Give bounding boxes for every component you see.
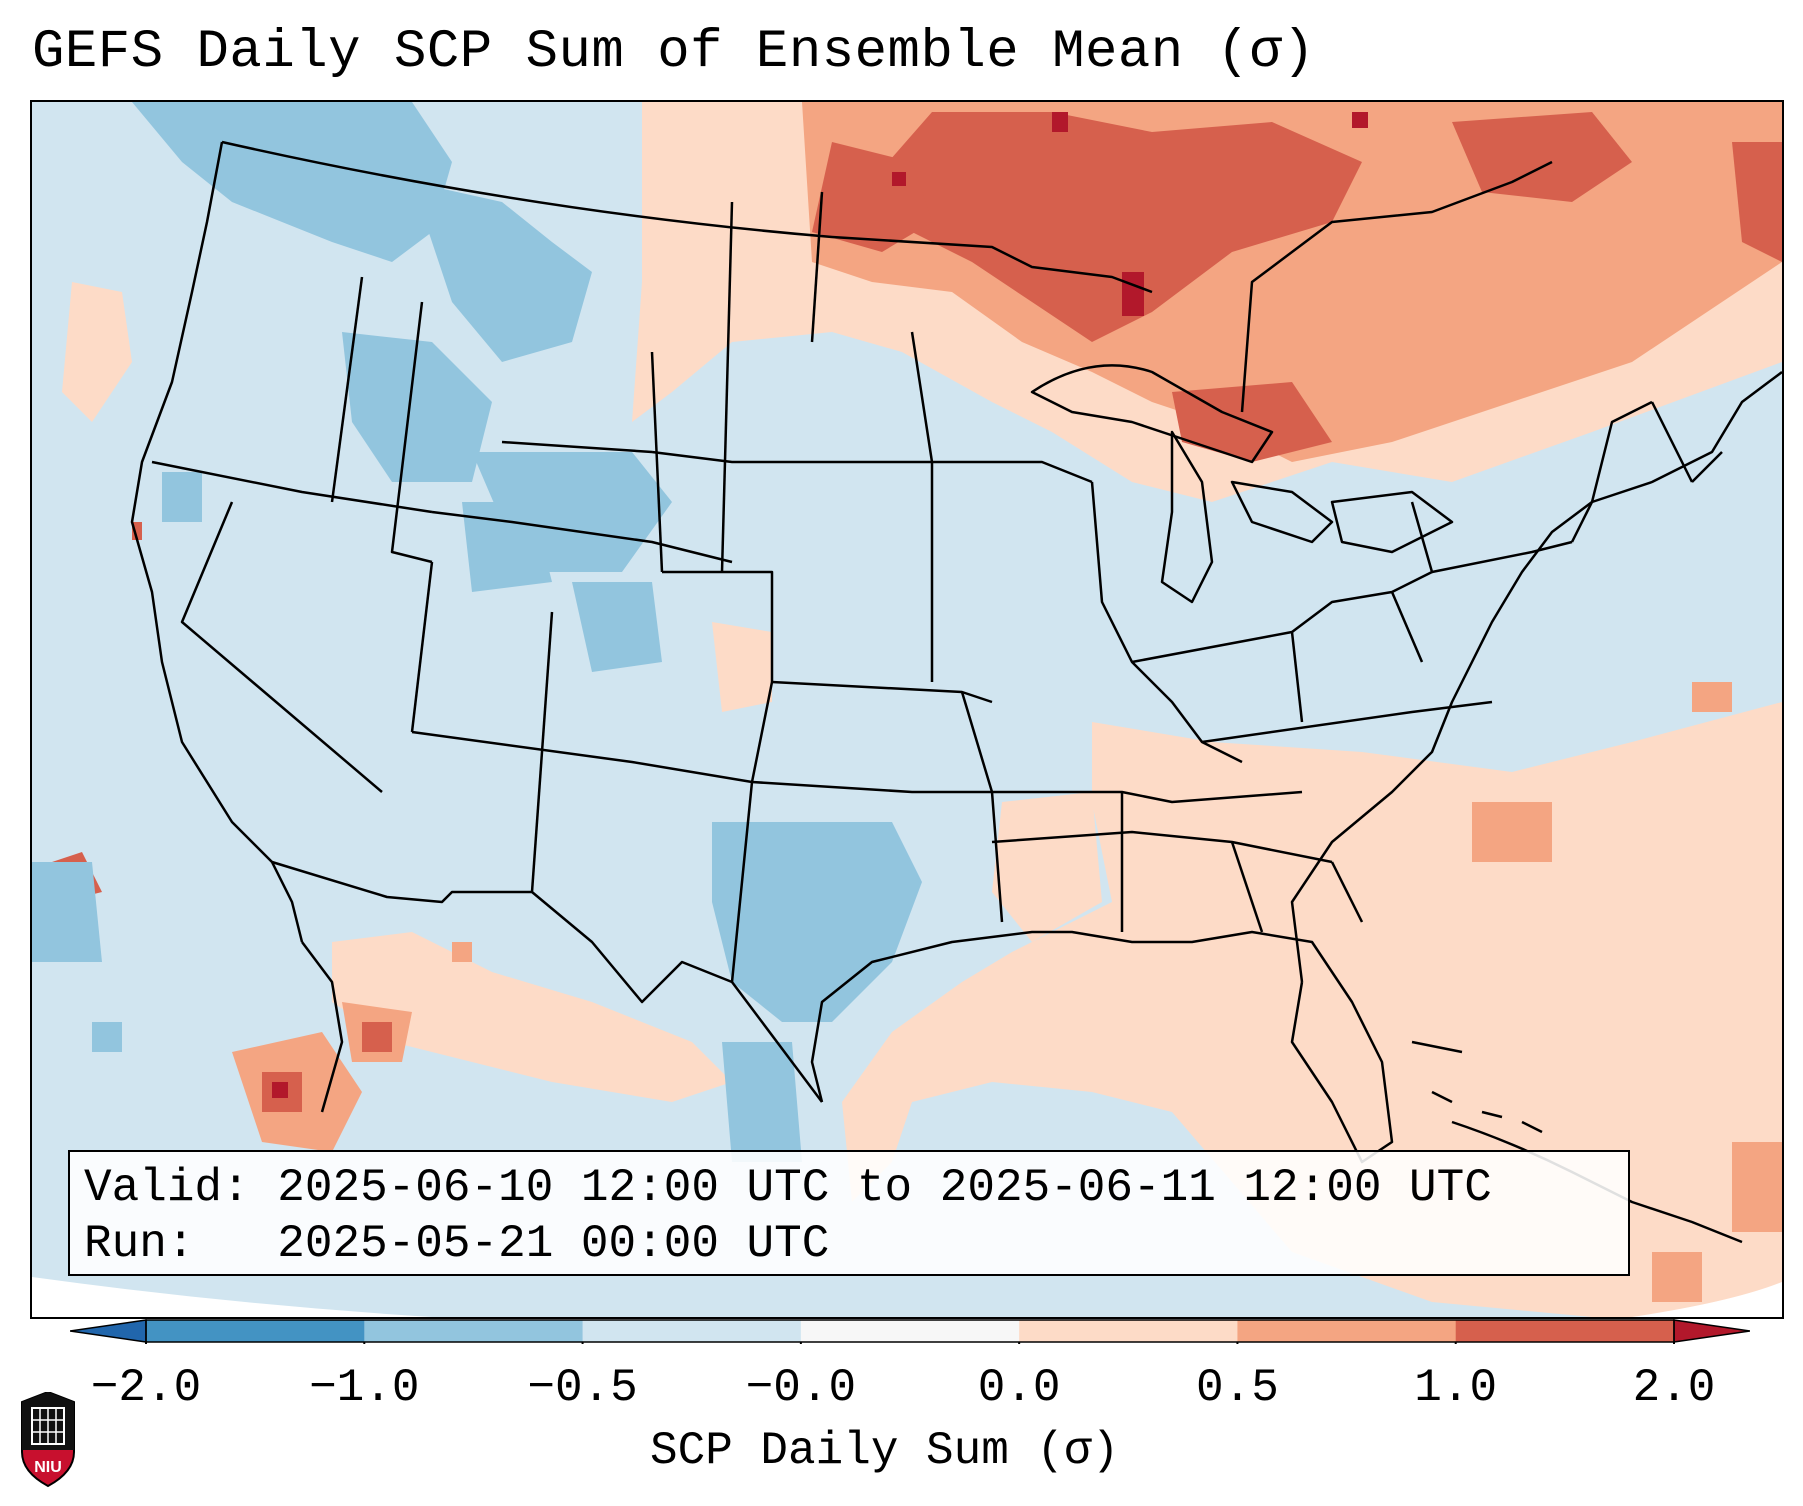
colorbar-tick-label: −0.0 [745, 1362, 857, 1414]
map-title: GEFS Daily SCP Sum of Ensemble Mean (σ) [32, 22, 1316, 83]
colorbar-bin [1019, 1320, 1238, 1342]
colorbar-tick-label: −1.0 [309, 1362, 420, 1414]
map-panel [30, 100, 1784, 1319]
political-borders [130, 140, 1782, 1244]
colorbar-bin [582, 1320, 802, 1342]
colorbar-bin [1455, 1320, 1675, 1342]
colorbar-under-arrow [70, 1319, 147, 1343]
out-of-domain [32, 1277, 433, 1317]
run-value: 2025-05-21 00:00 UTC [277, 1218, 830, 1270]
valid-run-info-box: Valid: 2025-06-10 12:00 UTC to 2025-06-1… [68, 1150, 1630, 1276]
niu-logo-icon: NIU [21, 1392, 75, 1488]
colorbar-bin [1237, 1320, 1457, 1342]
colorbar-over-arrow [1673, 1319, 1750, 1343]
run-label: Run: [84, 1218, 195, 1270]
colorbar [70, 1319, 1750, 1344]
colorbar-title: SCP Daily Sum (σ) [650, 1425, 1120, 1477]
colorbar-tick-label: 2.0 [1632, 1362, 1716, 1414]
scp-map [32, 102, 1782, 1317]
colorbar-bin [364, 1320, 584, 1342]
colorbar-tick-label: −2.0 [90, 1362, 202, 1414]
colorbar-tick-label: 1.0 [1414, 1362, 1498, 1414]
colorbar-bin [800, 1320, 1020, 1342]
logo-text: NIU [34, 1459, 62, 1476]
negative-anomaly-regions [32, 102, 922, 1162]
valid-value: 2025-06-10 12:00 UTC to 2025-06-11 12:00… [277, 1162, 1492, 1214]
colorbar-tick-label: 0.5 [1196, 1362, 1279, 1414]
valid-label: Valid: [84, 1162, 250, 1214]
colorbar-tick-label: −0.5 [527, 1362, 638, 1414]
very-strong-anomaly-north [812, 112, 1782, 462]
colorbar-bin [146, 1320, 365, 1342]
colorbar-tick-label: 0.0 [977, 1362, 1061, 1414]
extreme-anomaly-south [272, 1082, 288, 1098]
